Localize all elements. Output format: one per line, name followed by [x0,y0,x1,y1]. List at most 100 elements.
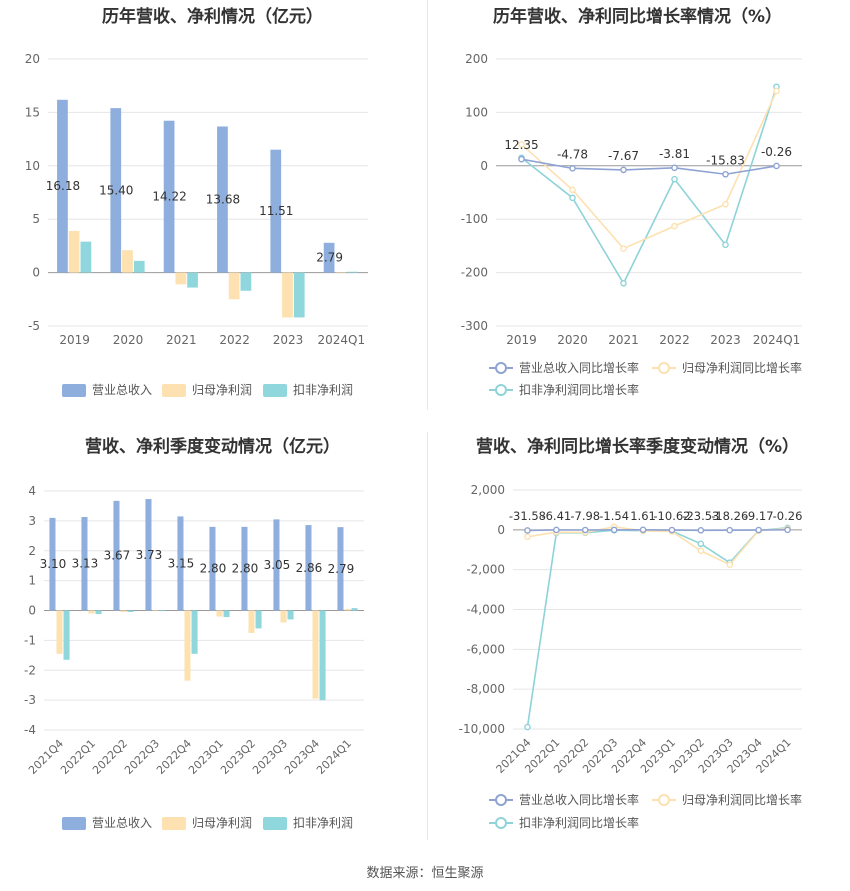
data-point [518,155,525,163]
quarterly-growth-rate-chart: 营收、净利同比增长率季度变动情况（%） 2,000 0 -2,000 -4,000 -6… [425,430,850,860]
data-point [755,526,762,534]
data-label: -7.98 [570,509,600,523]
bar [95,610,102,615]
data-label: 15.40 [99,183,133,197]
x-tick-label: 2024Q1 [318,333,366,347]
legend-swatch [62,384,86,397]
x-tick-label: 2022 [659,333,690,347]
x-tick-label: 2020 [113,333,144,347]
data-point [668,526,676,534]
data-label: -1.54 [599,509,629,523]
bar [81,516,88,611]
data-point [784,526,791,534]
x-tick-label: 2023 [273,333,304,347]
bar [177,516,184,611]
chart-svg: 20 15 10 5 0 -5 2019 2020 2021 2022 2023 2024Q1 16.1… [25,52,368,397]
bar [184,610,191,681]
annual-growth-rate-chart: 历年营收、净利同比增长率情况（%） 200 100 0 -100 -200 -300 201… [425,0,850,430]
x-tick-label: 2020 [557,333,588,347]
bar [145,499,152,611]
data-label: 16.18 [46,179,80,193]
data-point [524,527,531,534]
y-tick-label: -300 [461,319,488,333]
x-tick-label: 2024Q1 [753,333,801,347]
data-point [620,166,627,174]
bar [248,610,255,633]
data-point [620,279,627,287]
x-tick-label: 2021 [608,333,639,347]
data-source: 数据来源：恒生聚源 [366,866,484,881]
bar [187,272,198,288]
bar [217,126,228,273]
y-tick-label: 0 [32,266,40,280]
data-label: 3.73 [136,548,163,562]
data-point [518,141,525,148]
legend-label: 归母净利润 [192,816,252,830]
data-point [524,533,531,541]
y-tick-label: 4 [28,484,36,498]
series-line [520,90,778,250]
legend-marker [495,384,507,396]
y-tick-label: 5 [32,212,40,226]
y-tick-label: -10,000 [459,722,505,736]
bar [241,526,248,611]
divider [427,0,428,410]
y-tick-label: 2 [28,544,36,558]
data-point [569,194,576,202]
data-label: -15.83 [706,153,745,167]
data-label: 1.61 [630,509,656,523]
bar [282,272,293,318]
bar [305,525,312,611]
data-point [726,526,734,534]
legend-label: 归母净利润 [192,383,252,397]
bar [152,610,159,611]
y-tick-label: -4 [24,723,36,737]
bar [57,99,68,273]
data-point [524,723,531,731]
y-tick-label: -2,000 [466,563,505,577]
series-line [526,527,788,728]
x-tick-label: 2019 [59,333,90,347]
bar [159,610,166,612]
data-label: -18.26 [711,509,748,523]
data-point [639,526,647,534]
x-tick-label: 2022 [219,333,250,347]
chart-svg: 2,0000-2,000-4,000-6,000-8,000-10,000202… [459,483,803,830]
bar [63,610,70,660]
data-label: 3.05 [264,558,291,572]
series-line [521,86,778,285]
legend-label: 营业总收入同比增长率 [519,792,639,807]
bar [270,149,282,273]
data-label: 3.13 [72,557,99,571]
data-point [773,162,780,170]
y-tick-label: 200 [465,52,488,66]
data-label: 3.10 [40,557,67,571]
data-point [722,170,729,178]
bar [312,610,319,699]
bar [209,526,216,611]
data-label: 14.22 [152,190,186,204]
y-tick-label: -3 [24,693,36,707]
y-tick-label: 15 [25,105,40,119]
y-tick-label: 2,000 [471,483,505,497]
bar [293,272,305,318]
data-point [722,241,729,249]
y-tick-label: 3 [28,514,36,528]
bar [273,519,280,611]
series-line [521,158,777,176]
bar [216,610,223,617]
legend-swatch [62,817,86,830]
data-point [610,526,618,534]
bar [122,250,133,273]
data-point [722,200,729,208]
bar [56,610,63,654]
legend-marker [495,794,507,806]
y-tick-label: 20 [25,52,40,66]
legend-label: 扣非净利润同比增长率 [519,815,639,830]
chart-title: 营收、净利季度变动情况（亿元） [85,437,340,457]
data-label: 2.86 [296,561,323,575]
data-label: -6.41 [541,509,571,523]
bar [287,610,294,620]
y-tick-label: 0 [497,523,505,537]
series-line [527,529,788,532]
